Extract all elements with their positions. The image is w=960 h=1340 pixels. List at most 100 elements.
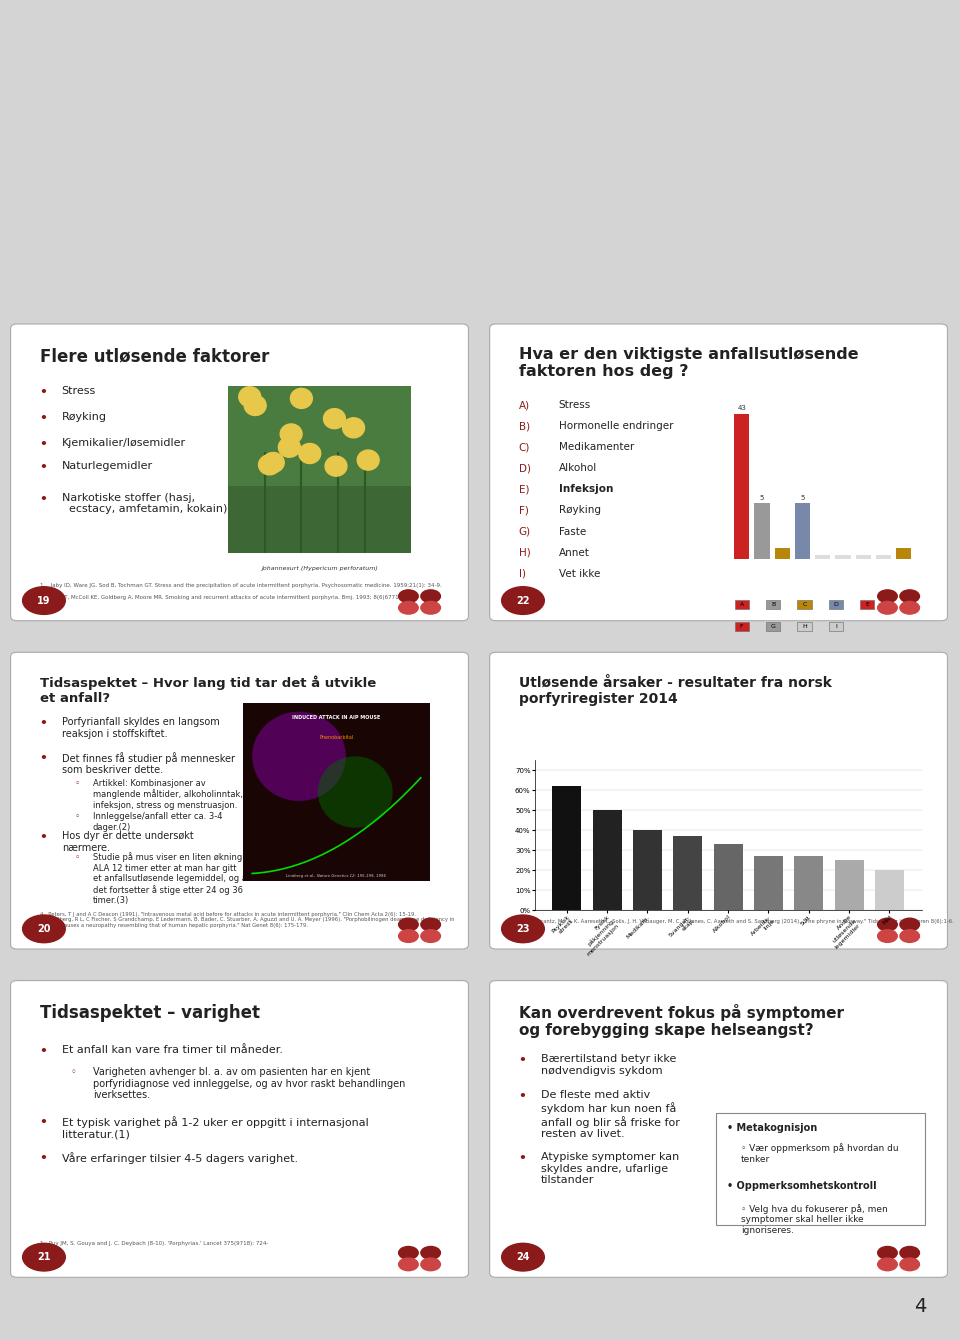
Text: Annet: Annet	[559, 548, 589, 557]
Circle shape	[398, 590, 419, 603]
Bar	[897, 548, 911, 559]
Text: Hos dyr er dette undersøkt
nærmere.: Hos dyr er dette undersøkt nærmere.	[61, 831, 194, 852]
Text: Det finnes få studier på mennesker
som beskriver dette.: Det finnes få studier på mennesker som b…	[61, 752, 235, 775]
FancyBboxPatch shape	[490, 324, 948, 620]
Bar	[775, 548, 790, 559]
FancyBboxPatch shape	[11, 324, 468, 620]
Bar	[713, 844, 743, 910]
Text: •: •	[39, 752, 47, 765]
Text: A): A)	[518, 401, 530, 410]
Text: •: •	[39, 493, 47, 505]
Circle shape	[343, 418, 365, 438]
Text: •: •	[39, 831, 47, 844]
Bar	[755, 502, 770, 559]
FancyBboxPatch shape	[716, 1114, 925, 1226]
Bar	[673, 836, 703, 910]
Text: I): I)	[518, 568, 525, 579]
Text: Flere utløsende faktorer: Flere utløsende faktorer	[39, 347, 269, 364]
Circle shape	[23, 1244, 65, 1270]
Text: Lindberg et al., Nature Genetics 12: 195-199, 1996: Lindberg et al., Nature Genetics 12: 195…	[286, 874, 387, 878]
Bar	[828, 622, 843, 631]
Text: 23: 23	[516, 923, 530, 934]
Circle shape	[262, 453, 284, 473]
Text: E: E	[865, 602, 869, 607]
Text: Infeksjon: Infeksjon	[559, 485, 612, 494]
Circle shape	[398, 930, 419, 942]
Text: Faste: Faste	[559, 527, 586, 536]
Text: C): C)	[518, 442, 530, 453]
Text: 43: 43	[737, 406, 746, 411]
Text: •: •	[39, 438, 47, 450]
Text: B: B	[771, 602, 775, 607]
Circle shape	[900, 918, 920, 931]
Text: Utløsende årsaker - resultater fra norsk
porfyriregister 2014: Utløsende årsaker - resultater fra norsk…	[518, 675, 831, 706]
Text: ◦: ◦	[75, 779, 81, 788]
Bar	[592, 811, 622, 910]
Text: Tidsaspektet – varighet: Tidsaspektet – varighet	[39, 1004, 259, 1021]
Circle shape	[318, 756, 393, 828]
Text: Tidsaspektet – Hvor lang tid tar det å utvikle
et anfall?: Tidsaspektet – Hvor lang tid tar det å u…	[39, 675, 375, 705]
Text: G): G)	[518, 527, 531, 536]
Text: Narkotiske stoffer (hasj,
  ecstacy, amfetamin, kokain): Narkotiske stoffer (hasj, ecstacy, amfet…	[61, 493, 228, 515]
Text: Atypiske symptomer kan
skyldes andre, ufarlige
tilstander: Atypiske symptomer kan skyldes andre, uf…	[540, 1152, 679, 1185]
Circle shape	[291, 389, 312, 409]
Text: Alkohol: Alkohol	[559, 464, 597, 473]
Circle shape	[900, 1258, 920, 1270]
Text: Våre erfaringer tilsier 4-5 dagers varighet.: Våre erfaringer tilsier 4-5 dagers varig…	[61, 1152, 298, 1164]
Text: H: H	[803, 624, 806, 630]
Text: 4.  Peters, T J and A C Deacon (1991). "Intravenous metal acid before for attack: 4. Peters, T J and A C Deacon (1991). "I…	[39, 911, 454, 929]
Text: 1.  Puy JM, S. Gouya and J. C. Deybach (8-10). 'Porphyrias.' Lancet 375(9718): 7: 1. Puy JM, S. Gouya and J. C. Deybach (8…	[39, 1241, 268, 1252]
Text: 24: 24	[516, 1252, 530, 1262]
Text: Innleggelse/anfall etter ca. 3-4
dager.(2): Innleggelse/anfall etter ca. 3-4 dager.(…	[93, 812, 223, 832]
Circle shape	[900, 602, 920, 614]
Bar	[860, 600, 875, 608]
Circle shape	[244, 395, 266, 415]
Text: Artikkel: Kombinasjoner av
manglende måltider, alkoholinntak,
infeksjon, stress : Artikkel: Kombinasjoner av manglende mål…	[93, 779, 243, 809]
Circle shape	[877, 590, 898, 603]
Bar	[815, 556, 830, 559]
FancyBboxPatch shape	[490, 653, 948, 949]
Text: Stress: Stress	[61, 386, 96, 395]
Bar	[794, 856, 824, 910]
Text: •: •	[39, 1152, 47, 1164]
Text: ◦ Vær oppmerksom på hvordan du
tenker: ◦ Vær oppmerksom på hvordan du tenker	[741, 1143, 899, 1163]
Bar	[766, 622, 780, 631]
Text: Studie på mus viser en liten økning i
ALA 12 timer etter at man har gitt
et anfa: Studie på mus viser en liten økning i AL…	[93, 852, 250, 904]
Text: Hormonelle endringer: Hormonelle endringer	[559, 421, 673, 431]
Text: 21: 21	[37, 1252, 51, 1262]
Text: •: •	[518, 1055, 526, 1067]
Circle shape	[398, 1258, 419, 1270]
Text: Vet ikke: Vet ikke	[559, 568, 600, 579]
Circle shape	[420, 1258, 441, 1270]
Bar	[552, 787, 582, 910]
Circle shape	[23, 915, 65, 942]
Text: Stress: Stress	[559, 401, 590, 410]
Text: •: •	[39, 717, 47, 730]
Circle shape	[502, 915, 544, 942]
Text: 22: 22	[516, 595, 530, 606]
Bar	[828, 600, 843, 608]
Text: Kjemikalier/løsemidler: Kjemikalier/løsemidler	[61, 438, 186, 448]
Bar	[734, 600, 749, 608]
Circle shape	[420, 602, 441, 614]
Circle shape	[23, 587, 65, 614]
Circle shape	[420, 1246, 441, 1260]
Bar	[633, 831, 662, 910]
Circle shape	[900, 1246, 920, 1260]
Bar	[795, 502, 810, 559]
Circle shape	[258, 454, 280, 474]
Bar	[766, 600, 780, 608]
Bar	[875, 870, 904, 910]
Circle shape	[357, 450, 379, 470]
Text: D): D)	[518, 464, 531, 473]
Text: Kan overdrevent fokus på symptomer
og forebygging skape helseangst?: Kan overdrevent fokus på symptomer og fo…	[518, 1004, 844, 1038]
Text: 1.   Jaby ID, Ware JG, Sod B, Tochman GT. Stress and the precipitation of acute : 1. Jaby ID, Ware JG, Sod B, Tochman GT. …	[39, 583, 442, 588]
Bar	[855, 556, 871, 559]
Text: •: •	[518, 1152, 526, 1164]
Text: 5: 5	[759, 494, 764, 501]
Text: Røyking: Røyking	[61, 411, 107, 422]
Text: I: I	[835, 624, 837, 630]
FancyBboxPatch shape	[11, 653, 468, 949]
Bar	[835, 556, 851, 559]
Text: Røyking: Røyking	[559, 505, 601, 516]
